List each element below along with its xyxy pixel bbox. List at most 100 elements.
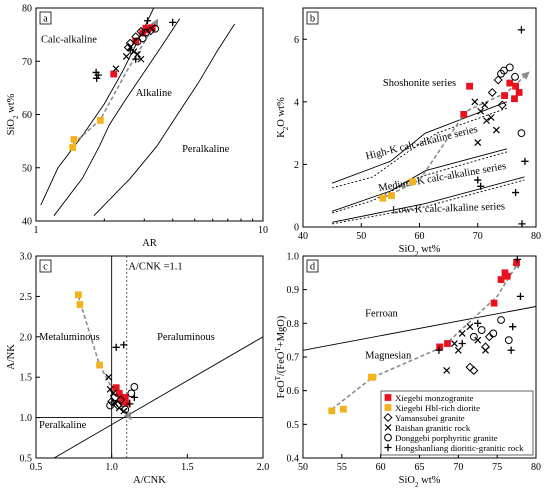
data-point: [369, 373, 377, 381]
data-point: [490, 299, 498, 307]
field-label: Ferroan: [365, 309, 398, 320]
data-point: [123, 42, 133, 52]
data-point: [477, 182, 485, 190]
data-point: [443, 367, 451, 374]
panel-letter: c: [43, 262, 48, 273]
x-tick-label: 75: [492, 462, 502, 473]
x-tick-label: 1: [34, 225, 39, 236]
data-point: [505, 63, 514, 72]
x-tick-label: 65: [415, 462, 425, 473]
field-label: Metaluminous: [39, 332, 100, 343]
y-tick-label: 50: [22, 163, 32, 174]
data-point: [74, 291, 82, 299]
field-boundary: [53, 18, 181, 216]
field-label: High-K calc-alkaline series: [365, 124, 479, 162]
data-point: [454, 346, 462, 354]
field-label: Alkaline: [136, 88, 172, 99]
x-tick-label: 80: [531, 462, 541, 473]
data-point: [484, 332, 494, 342]
legend-marker: [384, 424, 392, 431]
legend-marker: [384, 443, 392, 452]
panel-letter-box: [306, 11, 319, 25]
data-point: [477, 107, 485, 115]
panel-d: d 50 55 60 65 70 75 80 0.4 0.5 0.6 0.7 0.8 0.9 1.0 SiO2…: [274, 252, 541, 490]
data-point: [115, 389, 123, 397]
data-point: [489, 329, 498, 338]
data-point: [501, 92, 508, 99]
legend-label: Hongshanliang dioritic-granitic rock: [395, 443, 524, 453]
x-axis-label: AR: [142, 238, 157, 249]
data-point: [138, 34, 147, 43]
legend-marker: [383, 412, 393, 423]
data-point: [517, 129, 526, 138]
data-point: [497, 316, 505, 324]
data-point: [121, 394, 129, 401]
y-tick-label: 0.6: [287, 386, 300, 397]
data-point: [142, 24, 150, 32]
y-tick-label: 0.7: [287, 353, 300, 364]
data-point: [460, 110, 468, 118]
panel-letter-box: [39, 11, 52, 25]
data-point: [120, 398, 128, 405]
data-point: [509, 323, 517, 331]
data-point: [134, 50, 141, 58]
panel-letter: b: [310, 14, 315, 25]
legend-label: Baishan granitic rock: [395, 423, 471, 433]
data-point: [112, 65, 120, 73]
data-point: [125, 38, 135, 48]
y-tick-label: 70: [22, 57, 32, 68]
x-tick-label: 2.0: [257, 462, 270, 473]
data-point: [109, 389, 117, 397]
data-point: [339, 405, 347, 413]
y-tick-label: 1.5: [20, 373, 33, 384]
data-point: [466, 82, 473, 90]
data-point: [493, 75, 503, 85]
x-tick-label: 60: [415, 231, 425, 242]
data-point: [516, 292, 525, 300]
data-point: [76, 301, 84, 308]
y-tick-label: 1.0: [20, 413, 33, 424]
y-axis-label: K2O wt%: [276, 97, 290, 138]
data-point: [69, 144, 77, 151]
x-tick-label: 70: [473, 231, 483, 242]
data-point: [110, 393, 119, 402]
field-label: Peralkaline: [39, 420, 87, 431]
y-tick-label: 0.4: [287, 454, 300, 465]
x-tick-label: 40: [298, 231, 308, 242]
data-point: [435, 346, 443, 354]
x-tick-label: 10: [258, 225, 268, 236]
y-tick-label: 2.5: [20, 292, 33, 303]
data-point: [96, 116, 104, 124]
field-boundary: [332, 107, 508, 189]
y-tick-label: 2: [294, 160, 299, 171]
data-point: [507, 346, 515, 354]
y-tick-label: 0.5: [287, 420, 300, 431]
data-point: [388, 192, 395, 200]
legend-box: [380, 390, 534, 456]
data-point: [477, 326, 486, 334]
x-tick-label: 50: [356, 231, 366, 242]
y-axis-label: A/NK: [6, 344, 17, 370]
y-tick-label: 60: [22, 110, 32, 121]
y-tick-label: 0.9: [287, 285, 300, 296]
field-boundary: [53, 336, 264, 459]
field-label: Peralkaline: [182, 144, 230, 155]
data-point: [511, 95, 518, 103]
x-tick-label: 0.5: [30, 462, 43, 473]
data-point: [121, 405, 130, 414]
panel-a: a 1 10 40 50 60 70 80 AR SiO2 wt% Calc-alkaline Alk…: [6, 4, 268, 250]
y-axis-label: FeOT/(FeOT+MgO): [274, 315, 287, 398]
data-point: [492, 126, 500, 134]
panel-c: c 0.5 1.0 1.5 2.0 0.5 1.0 1.5 2.0 2.5 3.0 A/CNK A/NK…: [6, 252, 269, 487]
data-point: [379, 194, 387, 202]
data-point: [474, 319, 482, 327]
y-tick-label: 80: [22, 4, 32, 15]
panel-letter-box: [306, 259, 319, 273]
data-point: [481, 342, 491, 352]
data-point: [142, 28, 150, 37]
data-point: [521, 157, 529, 165]
field-boundary: [93, 23, 236, 216]
y-tick-label: 0.8: [287, 319, 300, 330]
y-tick-label: 0.5: [20, 454, 33, 465]
